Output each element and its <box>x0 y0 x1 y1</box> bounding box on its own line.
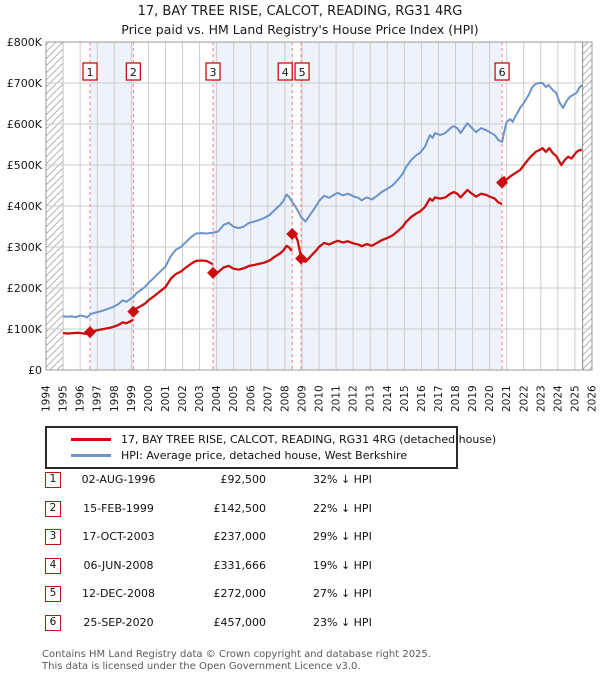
sale-price: £142,500 <box>213 501 267 515</box>
sale-price: £331,666 <box>213 558 267 572</box>
svg-text:£0: £0 <box>28 364 42 377</box>
sale-price: £92,500 <box>220 473 267 486</box>
sale-price: £457,000 <box>213 615 267 629</box>
sale-price: £272,000 <box>213 587 267 600</box>
sale-date: 15-FEB-1999 <box>83 501 154 515</box>
sale-date: 12-DEC-2008 <box>81 587 156 600</box>
property-line-swatch <box>71 437 111 441</box>
sale-number-badge: 5 <box>45 586 61 602</box>
sale-date: 06-JUN-2008 <box>83 558 154 572</box>
svg-text:1997: 1997 <box>92 385 104 412</box>
table-row: 6 25-SEP-2020 £457,000 23% ↓ HPI <box>45 614 565 644</box>
sale-vs-hpi: 29% ↓ HPI <box>313 530 372 543</box>
svg-text:2020: 2020 <box>484 385 496 412</box>
svg-text:2023: 2023 <box>535 385 547 412</box>
hpi-line-swatch <box>71 453 111 457</box>
svg-text:£300K: £300K <box>7 241 43 254</box>
footer-line2: This data is licensed under the Open Gov… <box>42 660 361 672</box>
svg-text:2021: 2021 <box>501 385 513 412</box>
table-row: 3 17-OCT-2003 £237,000 29% ↓ HPI <box>45 529 565 558</box>
sale-date: 25-SEP-2020 <box>83 615 154 629</box>
sale-price: £237,000 <box>213 530 267 543</box>
svg-text:£100K: £100K <box>7 323 43 336</box>
svg-text:2: 2 <box>130 66 137 79</box>
svg-text:2017: 2017 <box>433 385 445 412</box>
svg-text:2022: 2022 <box>518 385 530 412</box>
svg-text:2012: 2012 <box>348 385 360 412</box>
svg-text:£200K: £200K <box>7 282 43 295</box>
svg-text:£600K: £600K <box>7 118 43 131</box>
svg-text:2007: 2007 <box>262 385 274 412</box>
price-chart: 1 2 3 4 5 6 £0 £100K £200K £300K £400K £500K £600K £7… <box>7 36 599 412</box>
svg-text:2024: 2024 <box>552 385 564 412</box>
svg-text:3: 3 <box>210 66 217 79</box>
sale-vs-hpi: 19% ↓ HPI <box>313 558 372 572</box>
svg-text:6: 6 <box>499 66 506 79</box>
svg-text:1995: 1995 <box>58 385 70 412</box>
sale-vs-hpi: 27% ↓ HPI <box>313 587 372 600</box>
svg-text:2008: 2008 <box>279 385 291 412</box>
svg-text:4: 4 <box>282 66 289 79</box>
svg-text:2006: 2006 <box>245 385 257 412</box>
svg-text:1999: 1999 <box>126 385 138 412</box>
sale-number-badge: 6 <box>45 614 61 631</box>
sales-table: 1 02-AUG-1996 £92,500 32% ↓ HPI 2 15-FEB… <box>45 472 565 643</box>
table-row: 5 12-DEC-2008 £272,000 27% ↓ HPI <box>45 586 565 615</box>
svg-text:2026: 2026 <box>587 385 599 412</box>
footer-line1: Contains HM Land Registry data © Crown c… <box>42 649 431 660</box>
sale-number-badge: 4 <box>45 557 61 574</box>
svg-text:1998: 1998 <box>109 385 121 412</box>
license-footer: Contains HM Land Registry data © Crown c… <box>42 649 598 672</box>
table-row: 4 06-JUN-2008 £331,666 19% ↓ HPI <box>45 557 565 587</box>
svg-text:2019: 2019 <box>467 385 479 412</box>
sale-date: 02-AUG-1996 <box>81 473 156 486</box>
svg-text:2010: 2010 <box>314 385 326 412</box>
svg-text:£700K: £700K <box>7 77 43 90</box>
svg-text:2002: 2002 <box>177 385 189 412</box>
svg-text:1994: 1994 <box>41 385 53 412</box>
page-subtitle: Price paid vs. HM Land Registry's House … <box>121 22 479 37</box>
svg-text:2014: 2014 <box>382 385 394 412</box>
svg-text:2018: 2018 <box>450 385 462 412</box>
svg-text:2013: 2013 <box>365 385 377 412</box>
legend-label: 17, BAY TREE RISE, CALCOT, READING, RG31… <box>121 432 497 446</box>
legend-label: HPI: Average price, detached house, West… <box>121 448 408 462</box>
svg-text:2003: 2003 <box>194 385 206 412</box>
svg-text:2009: 2009 <box>296 385 308 412</box>
legend-item-hpi: HPI: Average price, detached house, West… <box>53 447 450 463</box>
sale-number-badge: 1 <box>45 472 61 488</box>
sale-vs-hpi: 32% ↓ HPI <box>313 473 372 486</box>
table-row: 2 15-FEB-1999 £142,500 22% ↓ HPI <box>45 500 565 530</box>
sale-vs-hpi: 23% ↓ HPI <box>313 615 372 629</box>
table-row: 1 02-AUG-1996 £92,500 32% ↓ HPI <box>45 472 565 501</box>
svg-text:2004: 2004 <box>211 385 223 412</box>
chart-legend: 17, BAY TREE RISE, CALCOT, READING, RG31… <box>45 426 496 469</box>
sale-number-badge: 3 <box>45 529 61 545</box>
svg-text:1996: 1996 <box>75 385 87 412</box>
sale-number-badge: 2 <box>45 500 61 517</box>
svg-text:£400K: £400K <box>7 200 43 213</box>
svg-text:2005: 2005 <box>228 385 240 412</box>
legend-item-property: 17, BAY TREE RISE, CALCOT, READING, RG31… <box>53 431 496 447</box>
svg-text:2015: 2015 <box>399 385 411 412</box>
svg-text:2025: 2025 <box>569 385 581 412</box>
svg-text:2001: 2001 <box>160 385 172 412</box>
sale-date: 17-OCT-2003 <box>82 530 155 543</box>
sale-vs-hpi: 22% ↓ HPI <box>313 501 372 515</box>
svg-text:1: 1 <box>87 66 94 79</box>
page-title: 17, BAY TREE RISE, CALCOT, READING, RG31… <box>137 4 463 19</box>
svg-text:2000: 2000 <box>143 385 155 412</box>
svg-text:5: 5 <box>299 66 306 79</box>
svg-text:£500K: £500K <box>7 159 43 172</box>
svg-text:2016: 2016 <box>416 385 428 412</box>
svg-text:£800K: £800K <box>7 36 43 49</box>
svg-text:2011: 2011 <box>331 385 343 412</box>
